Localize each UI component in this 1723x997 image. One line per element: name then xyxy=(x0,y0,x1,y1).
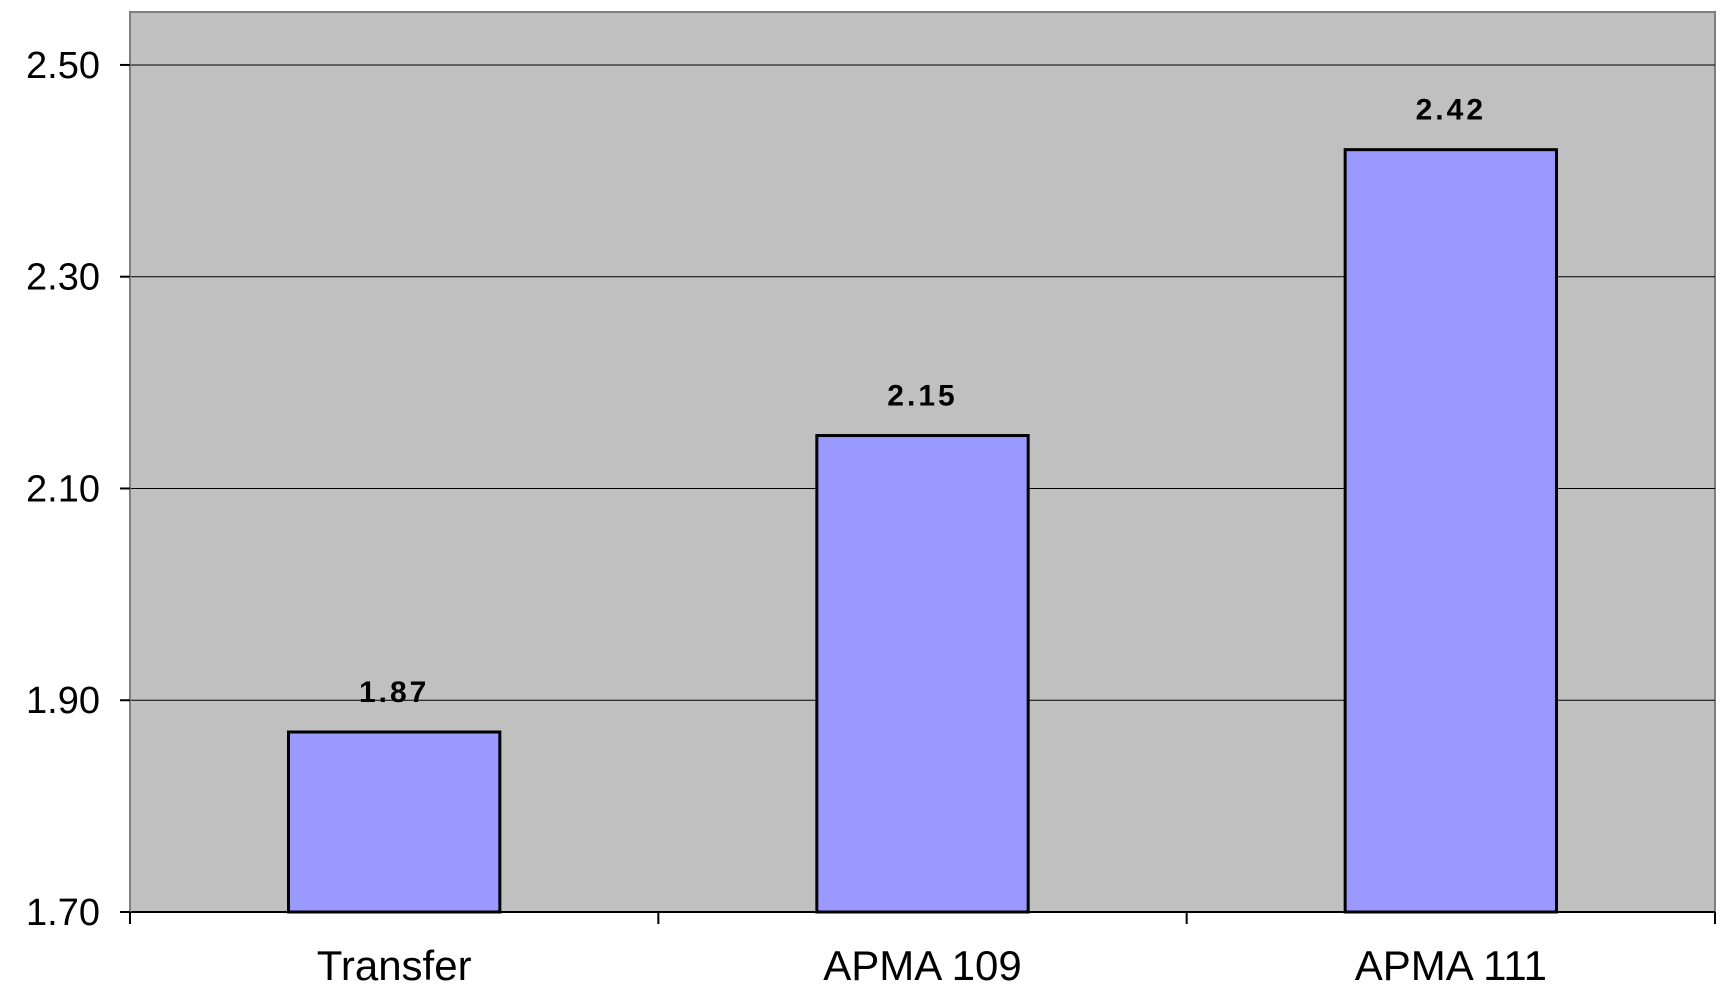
bar xyxy=(287,730,502,914)
y-tick-labels: 1.70 1.90 2.10 2.30 2.50 xyxy=(26,45,130,934)
y-tick-label: 2.30 xyxy=(26,257,100,299)
category-label: Transfer xyxy=(317,942,472,989)
data-labels: 1.87 2.15 2.42 xyxy=(359,94,1486,709)
axes xyxy=(129,12,1715,913)
bar xyxy=(1343,148,1558,914)
y-tick-label: 1.90 xyxy=(26,680,100,722)
data-label: 2.42 xyxy=(1416,94,1486,127)
y-tick-label: 2.50 xyxy=(26,45,100,87)
y-tick-label: 2.10 xyxy=(26,468,100,510)
category-label: APMA 111 xyxy=(1355,942,1547,989)
x-tick-marks xyxy=(129,912,1716,924)
data-label: 2.15 xyxy=(887,380,957,413)
category-labels: Transfer APMA 109 APMA 111 xyxy=(317,942,1547,989)
y-tick-label: 1.70 xyxy=(26,892,100,934)
bar xyxy=(815,434,1030,914)
category-label: APMA 109 xyxy=(823,942,1021,989)
data-label: 1.87 xyxy=(359,676,429,709)
